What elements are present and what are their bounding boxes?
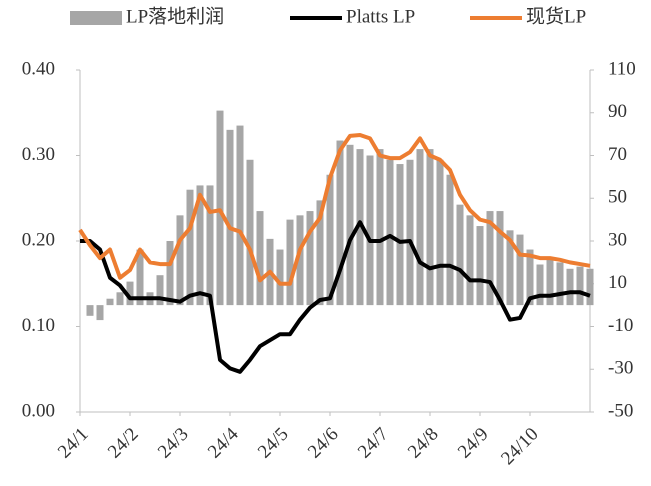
bar [166,241,174,306]
bar [256,211,264,306]
bar [296,215,304,306]
bar [186,189,194,306]
bar [116,292,124,306]
x-tick-label: 24/5 [254,424,293,463]
bar [446,174,454,306]
bar [486,211,494,306]
bar [546,258,554,306]
bar [276,249,284,306]
y2-tick-label: -10 [608,315,633,336]
bar [586,268,594,306]
bar [326,174,334,306]
bar [386,159,394,306]
x-tick-label: 24/1 [54,424,93,463]
bar [156,275,164,306]
bar [316,200,324,306]
y2-tick-label: 10 [608,272,627,293]
y2-tick-label: -30 [608,358,633,379]
legend-label: 现货LP [526,5,586,27]
y-tick-label: 0.30 [22,144,55,165]
bar [426,149,434,306]
bar [236,125,244,306]
bar [436,159,444,306]
y2-tick-label: 90 [608,101,627,122]
y-tick-label: 0.40 [22,58,55,79]
y-tick-label: 0.00 [22,400,55,421]
bar [286,219,294,306]
y2-tick-label: 70 [608,144,627,165]
bar [456,204,464,306]
bar [126,281,134,306]
bar [576,266,584,306]
x-tick-label: 24/4 [204,423,243,462]
bar [376,149,384,306]
bar [406,159,414,306]
x-tick-label: 24/3 [154,424,193,463]
bar [206,185,214,306]
line [78,132,591,286]
bar [496,211,504,306]
x-tick-label: 24/10 [497,424,542,469]
y2-tick-label: 30 [608,229,627,250]
bar [396,164,404,306]
bar [176,215,184,306]
x-tick-label: 24/2 [104,424,143,463]
legend-label: Platts LP [346,6,415,27]
x-tick-label: 24/8 [404,424,443,463]
bar [476,226,484,306]
y2-tick-label: -50 [608,400,633,421]
bar [336,140,344,306]
bar [306,211,314,306]
bar [196,185,204,306]
legend-label: LP落地利润 [126,5,224,27]
line [80,220,591,374]
bar [506,230,514,306]
x-tick-label: 24/6 [304,424,343,463]
bar [96,305,104,321]
y2-tick-label: 110 [608,58,636,79]
x-tick-label: 24/9 [454,424,493,463]
bar [566,268,574,306]
bar [216,110,224,306]
bar [466,215,474,306]
bar [226,129,234,306]
bar [526,249,534,306]
bar [356,149,364,306]
x-tick-label: 24/7 [354,424,393,463]
bar [246,159,254,306]
bar [556,262,564,306]
bar [136,249,144,306]
bar [106,298,114,306]
bar [536,264,544,306]
bar [86,305,94,316]
bar [516,234,524,306]
legend-swatch [70,11,122,25]
y-tick-label: 0.10 [22,315,55,336]
y-tick-label: 0.20 [22,229,55,250]
bar [366,155,374,306]
bar [416,149,424,306]
y2-tick-label: 50 [608,187,627,208]
bar [346,144,354,306]
